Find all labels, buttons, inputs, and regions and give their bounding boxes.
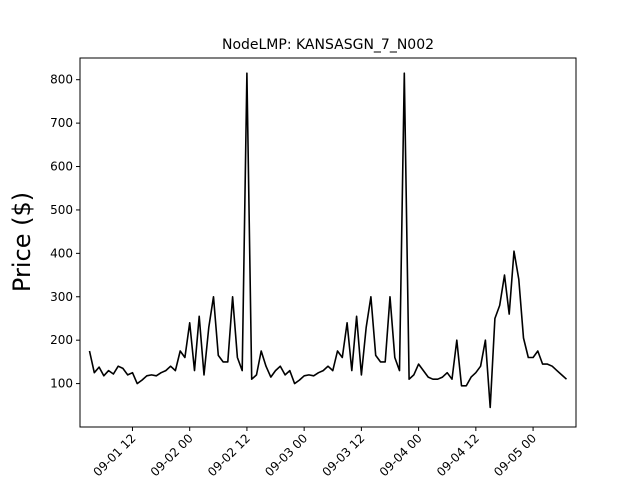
- series-group: [88, 72, 568, 409]
- y-tick-label: 700: [50, 116, 73, 130]
- y-tick-label: 300: [50, 290, 73, 304]
- series-line: [88, 72, 568, 409]
- y-axis-label: Price ($): [8, 192, 36, 292]
- plot-area-frame: [79, 57, 577, 428]
- y-tick-label: 500: [50, 203, 73, 217]
- y-tick-label: 800: [50, 73, 73, 87]
- y-tick-label: 400: [50, 246, 73, 260]
- chart-title: NodeLMP: KANSASGN_7_N002: [222, 37, 434, 53]
- y-tick-label: 200: [50, 333, 73, 347]
- y-axis: 100 200 300 400 500 600 700 800: [50, 73, 80, 391]
- y-tick-label: 100: [50, 377, 73, 391]
- y-tick-label: 600: [50, 160, 73, 174]
